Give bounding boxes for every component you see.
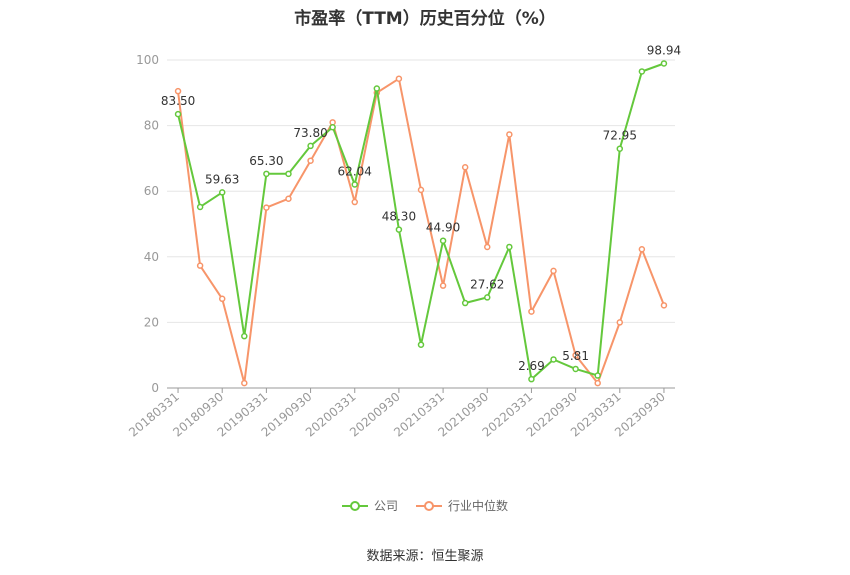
data-point-company bbox=[439, 237, 447, 244]
data-point-industry bbox=[638, 246, 646, 253]
data-label: 48.30 bbox=[382, 210, 416, 224]
data-point-industry bbox=[417, 186, 425, 194]
data-point-industry bbox=[351, 198, 358, 206]
data-point-industry bbox=[594, 379, 601, 387]
legend-marker-industry bbox=[416, 500, 442, 511]
series-line-industry bbox=[177, 77, 665, 385]
data-point-industry bbox=[550, 267, 557, 275]
y-tick-label: 0 bbox=[151, 381, 159, 395]
data-point-industry bbox=[218, 295, 226, 303]
data-point-company bbox=[285, 170, 292, 178]
y-tick-label: 100 bbox=[136, 53, 159, 67]
data-point-industry bbox=[439, 282, 447, 289]
legend: 公司 行业中位数 bbox=[0, 497, 850, 514]
data-point-industry bbox=[616, 319, 624, 326]
data-point-industry bbox=[285, 195, 292, 202]
data-point-company bbox=[506, 243, 513, 251]
data-point-company bbox=[241, 332, 248, 340]
data-point-company bbox=[373, 85, 381, 92]
data-point-company bbox=[196, 203, 204, 211]
data-point-industry bbox=[395, 75, 403, 82]
y-tick-label: 60 bbox=[144, 184, 159, 198]
data-point-company bbox=[263, 170, 270, 178]
data-point-industry bbox=[484, 243, 491, 251]
y-tick-label: 80 bbox=[144, 119, 159, 133]
legend-item-company[interactable]: 公司 bbox=[341, 497, 398, 514]
data-point-industry bbox=[307, 157, 314, 164]
data-point-company bbox=[572, 365, 579, 373]
data-point-company bbox=[351, 181, 358, 188]
data-point-industry bbox=[174, 87, 182, 95]
data-point-company bbox=[174, 110, 182, 118]
data-point-industry bbox=[263, 204, 270, 211]
data-point-company bbox=[660, 60, 668, 67]
data-point-company bbox=[594, 372, 601, 379]
data-point-company bbox=[550, 356, 557, 363]
data-label: 59.63 bbox=[205, 172, 239, 186]
data-point-company bbox=[638, 68, 646, 75]
chart-title: 市盈率（TTM）历史百分位（%） bbox=[294, 9, 556, 29]
data-point-industry bbox=[241, 379, 248, 387]
data-point-industry bbox=[506, 131, 513, 138]
data-label: 62.04 bbox=[338, 165, 372, 179]
data-point-company bbox=[484, 294, 491, 301]
legend-item-industry[interactable]: 行业中位数 bbox=[416, 497, 508, 514]
data-source: 数据来源：恒生聚源 bbox=[366, 549, 484, 564]
data-point-company bbox=[218, 189, 226, 196]
data-point-company bbox=[417, 341, 425, 348]
y-tick-label: 40 bbox=[144, 250, 159, 264]
data-point-industry bbox=[528, 308, 535, 315]
data-point-company bbox=[395, 226, 403, 233]
y-tick-label: 20 bbox=[144, 315, 159, 329]
legend-marker-company bbox=[341, 500, 368, 511]
data-label: 72.95 bbox=[603, 129, 637, 143]
data-point-company bbox=[329, 123, 336, 131]
data-point-industry bbox=[196, 262, 204, 269]
data-label: 65.30 bbox=[249, 154, 283, 168]
data-point-company bbox=[616, 145, 624, 152]
data-point-company bbox=[307, 142, 314, 150]
data-point-industry bbox=[461, 164, 469, 171]
data-label: 2.69 bbox=[518, 359, 545, 373]
data-label: 73.80 bbox=[293, 126, 327, 140]
data-point-industry bbox=[660, 302, 668, 309]
legend-label-industry: 行业中位数 bbox=[448, 499, 509, 513]
data-label: 83.50 bbox=[161, 94, 195, 108]
data-label: 44.90 bbox=[426, 221, 460, 235]
data-point-industry bbox=[572, 351, 579, 359]
data-label: 98.94 bbox=[647, 43, 681, 57]
data-point-company bbox=[528, 375, 535, 383]
data-label: 5.81 bbox=[562, 349, 589, 363]
legend-label-company: 公司 bbox=[373, 499, 398, 513]
data-label: 27.62 bbox=[470, 277, 504, 291]
data-point-company bbox=[461, 299, 469, 307]
